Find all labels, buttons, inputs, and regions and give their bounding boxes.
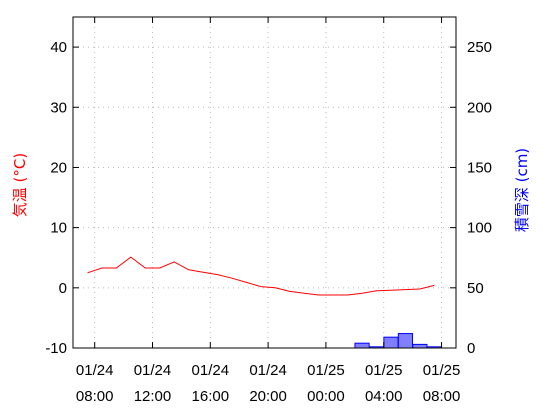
x-tick-date-label: 01/24 xyxy=(192,362,230,379)
x-tick-time-label: 16:00 xyxy=(192,388,230,405)
snow-depth-bar xyxy=(383,336,399,349)
grid-lines xyxy=(73,17,456,348)
x-tick-time-label: 00:00 xyxy=(307,388,345,405)
x-tick-date-label: 01/25 xyxy=(365,362,403,379)
right-tick-label: 100 xyxy=(467,220,492,237)
x-tick-time-label: 20:00 xyxy=(249,388,287,405)
left-tick-label: 10 xyxy=(50,220,67,237)
x-tick-date-label: 01/25 xyxy=(423,362,461,379)
right-y-tick-labels: 0 50 100 150 200 250 xyxy=(467,39,492,357)
bar-series xyxy=(354,333,442,349)
left-tick-label: 30 xyxy=(50,99,67,116)
plot-frame xyxy=(72,16,457,349)
right-tick-label: 200 xyxy=(467,99,492,116)
x-tick-time-label: 04:00 xyxy=(365,388,403,405)
x-tick-time-label: 08:00 xyxy=(76,388,114,405)
right-tick-label: 250 xyxy=(467,39,492,56)
x-tick-date-label: 01/24 xyxy=(134,362,172,379)
x-tick-date-label: 01/24 xyxy=(249,362,287,379)
x-tick-date-label: 01/25 xyxy=(307,362,345,379)
right-tick-label: 50 xyxy=(467,280,484,297)
snow-depth-bar xyxy=(397,333,413,349)
x-tick-labels: 01/24 08:00 01/24 12:00 01/24 16:00 01/24 20:00… xyxy=(76,362,460,405)
left-tick-label: -10 xyxy=(45,340,67,357)
left-tick-label: 20 xyxy=(50,159,67,176)
snow-depth-bar xyxy=(354,342,370,349)
left-tick-label: 0 xyxy=(59,280,67,297)
right-tick-label: 150 xyxy=(467,159,492,176)
line-series xyxy=(87,256,435,296)
x-tick-time-label: 12:00 xyxy=(134,388,172,405)
snow-depth-bar xyxy=(412,343,428,349)
x-tick-date-label: 01/24 xyxy=(76,362,114,379)
left-y-tick-labels: -10 0 10 20 30 40 xyxy=(45,39,67,357)
temperature-line xyxy=(87,256,435,296)
right-axis-title: 積雪深 (cm) xyxy=(513,148,531,232)
axis-ticks xyxy=(73,17,456,349)
x-tick-time-label: 08:00 xyxy=(423,388,461,405)
left-axis-title: 気温 (°C) xyxy=(11,153,29,217)
left-tick-label: 40 xyxy=(50,39,67,56)
right-tick-label: 0 xyxy=(467,340,475,357)
